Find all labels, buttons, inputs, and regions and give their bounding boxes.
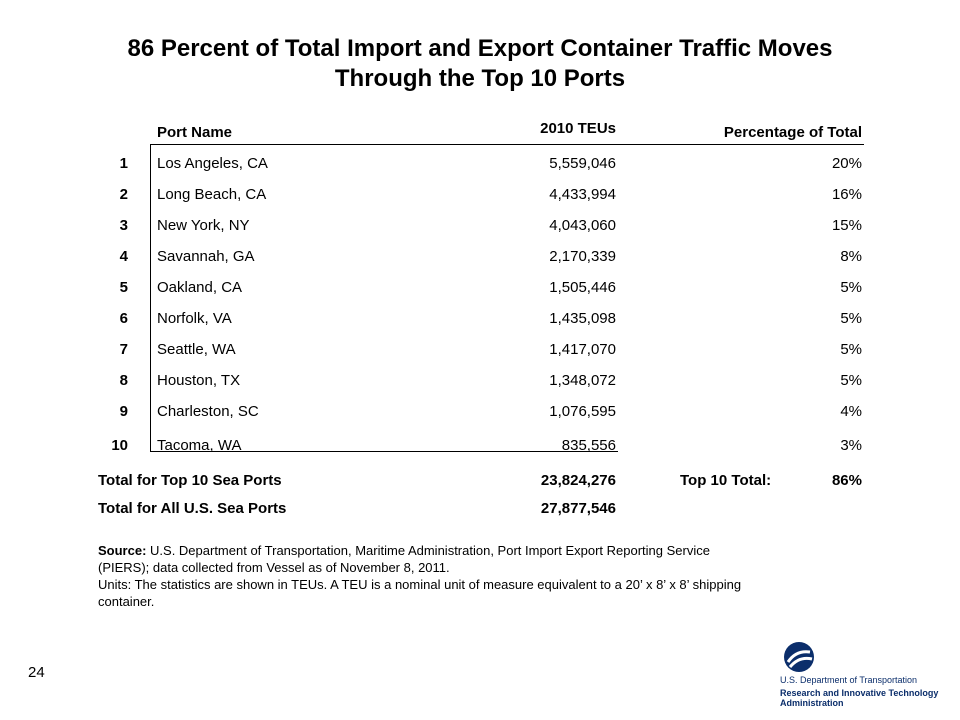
row-percentage: 3% [840, 437, 862, 454]
row-teus: 1,417,070 [549, 341, 616, 358]
row-port-name: Oakland, CA [157, 279, 243, 296]
row-teus: 1,435,098 [549, 310, 616, 327]
row-percentage: 5% [840, 310, 862, 327]
row-percentage: 5% [840, 279, 862, 296]
row-percentage: 15% [831, 217, 862, 234]
row-teus: 1,505,446 [549, 279, 616, 296]
row-port-name: Savannah, GA [157, 248, 255, 265]
page-number: 24 [28, 664, 45, 681]
row-teus: 1,076,595 [549, 403, 616, 420]
source-label: Source: [98, 543, 147, 558]
source-paragraph: Source: U.S. Department of Transportatio… [98, 542, 758, 576]
top10-total-label: Top 10 Total: [680, 472, 772, 489]
row-percentage: 5% [840, 341, 862, 358]
title-line-2: Through the Top 10 Ports [334, 65, 626, 92]
row-rank: 7 [119, 341, 128, 358]
total-top10-teus: 23,824,276 [540, 472, 616, 489]
row-rank: 1 [119, 155, 128, 172]
total-top10-label: Total for Top 10 Sea Ports [98, 472, 282, 489]
row-rank: 3 [119, 217, 128, 234]
logo-dept-text: U.S. Department of Transportation [780, 675, 918, 685]
total-all-teus: 27,877,546 [540, 500, 616, 517]
row-teus: 2,170,339 [549, 248, 616, 265]
header-port-name: Port Name [157, 124, 233, 141]
rank-divider-rule [150, 144, 151, 452]
row-port-name: Norfolk, VA [157, 310, 232, 327]
row-port-name: Long Beach, CA [157, 186, 267, 203]
row-teus: 4,433,994 [549, 186, 616, 203]
source-text: U.S. Department of Transportation, Marit… [98, 543, 710, 575]
row-teus: 4,043,060 [549, 217, 616, 234]
units-paragraph: Units: The statistics are shown in TEUs.… [98, 577, 742, 609]
header-teus: 2010 TEUs [540, 120, 616, 137]
row-rank: 4 [119, 248, 128, 265]
slide-title: 86 Percent of Total Import and Export Co… [40, 34, 920, 94]
row-percentage: 20% [831, 155, 862, 172]
row-rank: 8 [119, 372, 128, 389]
row-port-name: Tacoma, WA [157, 437, 242, 454]
row-percentage: 8% [840, 248, 862, 265]
row-percentage: 4% [840, 403, 862, 420]
total-all-label: Total for All U.S. Sea Ports [98, 500, 287, 517]
row-port-name: Houston, TX [157, 372, 241, 389]
row-port-name: Seattle, WA [157, 341, 236, 358]
title-line-1: 86 Percent of Total Import and Export Co… [127, 35, 833, 62]
row-port-name: Charleston, SC [157, 403, 259, 420]
dot-logo: U.S. Department of Transportation Resear… [780, 640, 950, 710]
header-rule [150, 144, 864, 145]
dot-emblem-icon [784, 642, 814, 672]
row-rank: 10 [111, 437, 128, 454]
row-rank: 2 [119, 186, 128, 203]
row-teus: 835,556 [561, 437, 616, 454]
source-note: Source: U.S. Department of Transportatio… [98, 542, 758, 610]
header-percentage: Percentage of Total [723, 124, 862, 141]
row-rank: 6 [119, 310, 128, 327]
row-rank: 9 [119, 403, 128, 420]
row-teus: 5,559,046 [549, 155, 616, 172]
row-port-name: Los Angeles, CA [157, 155, 268, 172]
row-port-name: New York, NY [157, 217, 250, 234]
row-percentage: 16% [831, 186, 862, 203]
row-teus: 1,348,072 [549, 372, 616, 389]
top10-total-pct: 86% [831, 472, 862, 489]
logo-agency-text: Research and Innovative Technology Admin… [780, 688, 939, 708]
table-bottom-rule [150, 451, 618, 452]
row-rank: 5 [119, 279, 128, 296]
row-percentage: 5% [840, 372, 862, 389]
